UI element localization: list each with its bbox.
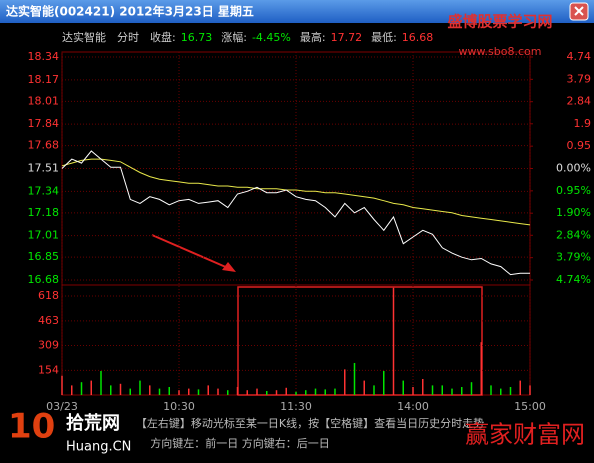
info-label: 达实智能 — [62, 30, 106, 44]
info-label: 收盘: — [150, 30, 176, 44]
info-label: 最高: — [300, 30, 326, 44]
window-title: 达实智能(002421) 2012年3月23日 星期五 — [6, 4, 254, 19]
y-tick-label: 17.84 — [28, 117, 60, 130]
y-tick-label: 18.01 — [28, 94, 60, 107]
volume-tick-label: 618 — [38, 289, 59, 302]
y2-tick-label: 4.74 — [567, 50, 592, 63]
volume-tick-label: 309 — [38, 339, 59, 352]
y2-tick-label: 0.00% — [556, 162, 591, 175]
x-tick-label: 15:00 — [514, 400, 546, 413]
y2-tick-label: 0.95% — [556, 184, 591, 197]
x-tick-label: 11:30 — [280, 400, 312, 413]
y2-tick-label: 1.9 — [574, 117, 592, 130]
footer-line: 方向键左：前一日 方向键右：后一日 — [150, 436, 330, 450]
y2-tick-label: 3.79% — [556, 251, 591, 264]
watermark: 赢家财富网 — [465, 421, 585, 449]
watermark: 拾荒网 — [66, 412, 120, 434]
arrow-head — [222, 262, 236, 272]
y2-tick-label: 2.84 — [567, 95, 592, 108]
y-tick-label: 17.51 — [28, 162, 60, 175]
watermark: Huang.CN — [66, 440, 131, 455]
info-value: 17.72 — [331, 31, 363, 44]
y-tick-label: 17.01 — [28, 229, 60, 242]
y-tick-label: 18.17 — [28, 73, 60, 86]
price-line — [61, 150, 530, 276]
info-label: 涨幅: — [221, 31, 247, 44]
volume-tick-label: 463 — [38, 314, 59, 327]
info-value: -4.45% — [252, 31, 291, 44]
watermark: 盛博股票学习网 — [447, 13, 552, 31]
info-bar: 达实智能 分时 收盘: 16.73 涨幅: -4.45% 最高: 17.72 最低: 16.68 — [62, 30, 433, 44]
y2-tick-label: 4.74% — [556, 273, 591, 286]
y-tick-label: 17.18 — [28, 206, 60, 219]
y2-tick-label: 1.90% — [556, 206, 591, 219]
close-icon — [574, 6, 584, 16]
info-value: 16.73 — [181, 31, 213, 44]
watermark: www.sbo8.com — [459, 45, 542, 58]
y-tick-label: 17.68 — [28, 139, 60, 152]
y-tick-label: 17.34 — [28, 184, 60, 197]
volume-tick-label: 154 — [38, 363, 59, 376]
title-bar — [0, 0, 594, 23]
watermark: 10 — [8, 407, 55, 447]
y-tick-label: 18.34 — [28, 50, 60, 63]
y2-tick-label: 3.79 — [567, 72, 592, 85]
info-value: 16.68 — [402, 31, 434, 44]
y2-tick-label: 0.95 — [567, 139, 592, 152]
x-tick-label: 10:30 — [163, 400, 195, 413]
info-label: 最低: — [371, 31, 397, 44]
x-tick-label: 14:00 — [397, 400, 429, 413]
highlight-box — [237, 286, 483, 396]
info-label: 分时 — [117, 31, 139, 44]
price-line — [61, 158, 531, 226]
annotation-arrow — [151, 234, 229, 269]
footer-line: 【左右键】移动光标至某一日K线，按【空格键】查看当日历史分时走势 — [136, 416, 484, 430]
y2-tick-label: 2.84% — [556, 228, 591, 241]
y-tick-label: 16.68 — [28, 273, 60, 286]
y-tick-label: 16.85 — [28, 250, 60, 263]
x-tick-label: 03/23 — [46, 400, 78, 413]
